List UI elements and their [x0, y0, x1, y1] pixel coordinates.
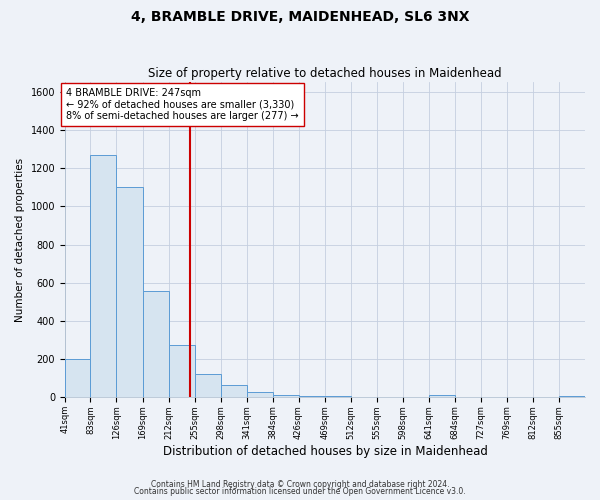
Bar [65, 359, 91, 398]
Text: 4, BRAMBLE DRIVE, MAIDENHEAD, SL6 3NX: 4, BRAMBLE DRIVE, MAIDENHEAD, SL6 3NX [131, 10, 469, 24]
Bar [195, 374, 221, 398]
Bar [559, 396, 585, 398]
Bar [169, 345, 195, 398]
Text: Contains public sector information licensed under the Open Government Licence v3: Contains public sector information licen… [134, 488, 466, 496]
Bar [299, 396, 325, 398]
Bar [247, 392, 273, 398]
Bar [221, 385, 247, 398]
Bar [429, 394, 455, 398]
Bar [116, 187, 143, 398]
Title: Size of property relative to detached houses in Maidenhead: Size of property relative to detached ho… [148, 66, 502, 80]
Text: Contains HM Land Registry data © Crown copyright and database right 2024.: Contains HM Land Registry data © Crown c… [151, 480, 449, 489]
Bar [143, 292, 169, 398]
Bar [91, 154, 116, 398]
Bar [325, 396, 351, 398]
Text: 4 BRAMBLE DRIVE: 247sqm
← 92% of detached houses are smaller (3,330)
8% of semi-: 4 BRAMBLE DRIVE: 247sqm ← 92% of detache… [66, 88, 299, 121]
Y-axis label: Number of detached properties: Number of detached properties [15, 158, 25, 322]
X-axis label: Distribution of detached houses by size in Maidenhead: Distribution of detached houses by size … [163, 444, 487, 458]
Bar [273, 394, 299, 398]
